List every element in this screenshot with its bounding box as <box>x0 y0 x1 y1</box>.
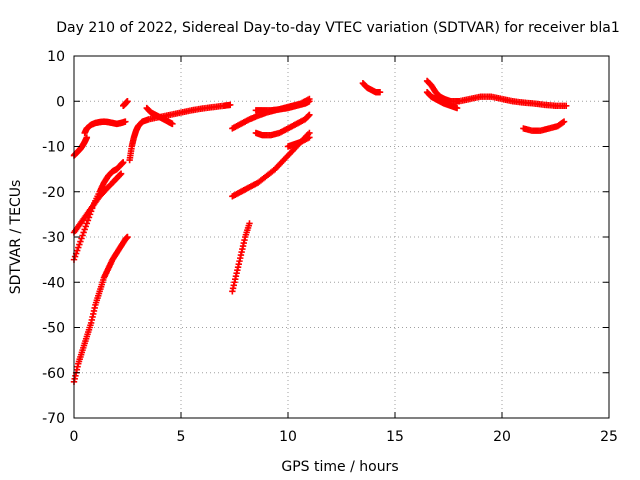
data-point <box>76 241 83 248</box>
y-tick-label: -30 <box>42 230 65 246</box>
data-point <box>78 235 85 242</box>
series-arc13 <box>252 111 313 139</box>
data-point <box>85 214 93 221</box>
y-tick-label: -60 <box>42 366 65 382</box>
data-point <box>560 118 568 125</box>
x-tick-label: 20 <box>493 429 511 445</box>
x-tick-label: 10 <box>279 429 297 445</box>
series-arc14 <box>284 134 313 150</box>
x-tick-label: 15 <box>386 429 404 445</box>
data-point <box>169 120 176 128</box>
data-point <box>83 220 91 227</box>
y-tick-label: -40 <box>42 275 65 291</box>
x-tick-label: 5 <box>177 429 186 445</box>
y-tick-label: 0 <box>56 94 65 110</box>
data-point <box>246 220 253 227</box>
y-tick-label: -10 <box>42 140 65 156</box>
data-point <box>124 233 131 241</box>
data-point <box>306 134 313 141</box>
y-tick-label: -50 <box>42 321 65 337</box>
data-point <box>80 229 87 236</box>
series-arc17 <box>423 89 461 112</box>
x-tick-label: 0 <box>70 429 79 445</box>
data-point <box>227 101 234 109</box>
data-point <box>306 98 313 105</box>
data-point <box>77 238 84 245</box>
y-tick-label: -20 <box>42 185 65 201</box>
data-point <box>82 223 89 230</box>
x-tick-label: 25 <box>600 429 618 445</box>
data-point <box>453 104 461 112</box>
data-point <box>86 211 94 218</box>
series-arc9 <box>229 220 253 295</box>
data-point <box>84 217 92 224</box>
data-point <box>87 208 95 215</box>
series-arc7 <box>70 159 127 263</box>
series-arc5 <box>143 104 176 128</box>
data-point <box>71 253 79 260</box>
data-points <box>70 77 570 385</box>
data-point <box>120 159 127 166</box>
data-point <box>563 102 570 109</box>
series-arc3 <box>120 98 131 109</box>
data-point <box>81 226 88 233</box>
data-point <box>88 205 96 212</box>
data-point <box>117 170 125 177</box>
data-point <box>306 111 313 119</box>
series-arc8 <box>70 233 131 385</box>
y-tick-label: -70 <box>42 411 65 427</box>
series-arc15 <box>359 79 384 96</box>
x-axis-label: GPS time / hours <box>281 459 398 475</box>
series-arc2 <box>81 118 129 137</box>
data-point <box>79 232 86 239</box>
data-point <box>83 134 91 141</box>
series-arc18 <box>520 118 568 134</box>
data-point <box>124 98 131 105</box>
axis-ticks: 0 5 10 15 20 25 -70 -60 -50 -40 -30 -20 -10 0 10 <box>42 49 618 445</box>
y-tick-label: 10 <box>47 49 65 65</box>
series-arc12 <box>252 98 313 114</box>
data-point <box>75 244 82 251</box>
data-point <box>376 89 384 96</box>
chart-title: Day 210 of 2022, Sidereal Day-to-day VTE… <box>56 20 619 36</box>
data-point <box>122 118 129 125</box>
grid-lines <box>74 56 609 418</box>
y-axis-label: SDTVAR / TECUs <box>8 180 24 295</box>
data-point <box>74 247 81 254</box>
